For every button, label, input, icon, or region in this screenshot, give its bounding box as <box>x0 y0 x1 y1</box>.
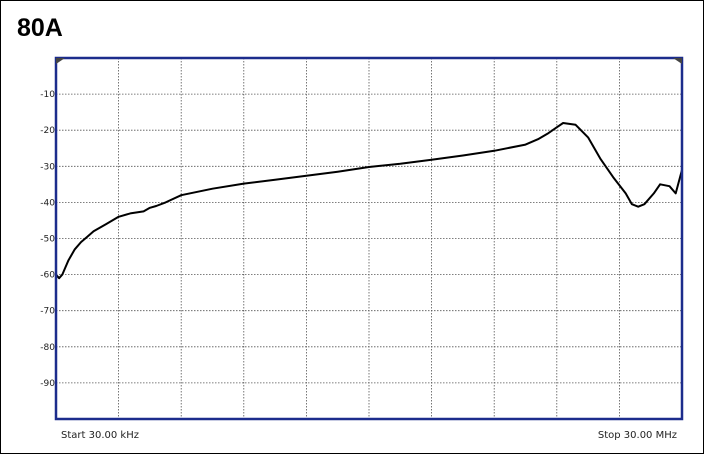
grid-lines <box>56 58 682 419</box>
start-frequency-label: Start 30.00 kHz <box>61 430 139 441</box>
y-tick-labels: -10 -20 -30 -40 -50 -60 -70 -80 -90 <box>40 90 55 389</box>
ref-marker-right <box>673 58 682 64</box>
plot-border <box>54 56 684 421</box>
y-tick-label: -50 <box>40 235 55 245</box>
ref-marker-left <box>56 58 65 64</box>
y-tick-label: -40 <box>40 198 55 208</box>
y-tick-label: -80 <box>40 343 55 353</box>
y-tick-label: -70 <box>40 307 55 317</box>
y-tick-label: -10 <box>40 90 55 100</box>
y-tick-label: -90 <box>40 379 55 389</box>
chart-title: 80A <box>17 14 63 42</box>
y-tick-label: -20 <box>40 126 55 136</box>
y-tick-label: -60 <box>40 271 55 281</box>
y-tick-label: -30 <box>40 162 55 172</box>
stop-frequency-label: Stop 30.00 MHz <box>598 430 677 441</box>
series-line <box>55 122 683 280</box>
